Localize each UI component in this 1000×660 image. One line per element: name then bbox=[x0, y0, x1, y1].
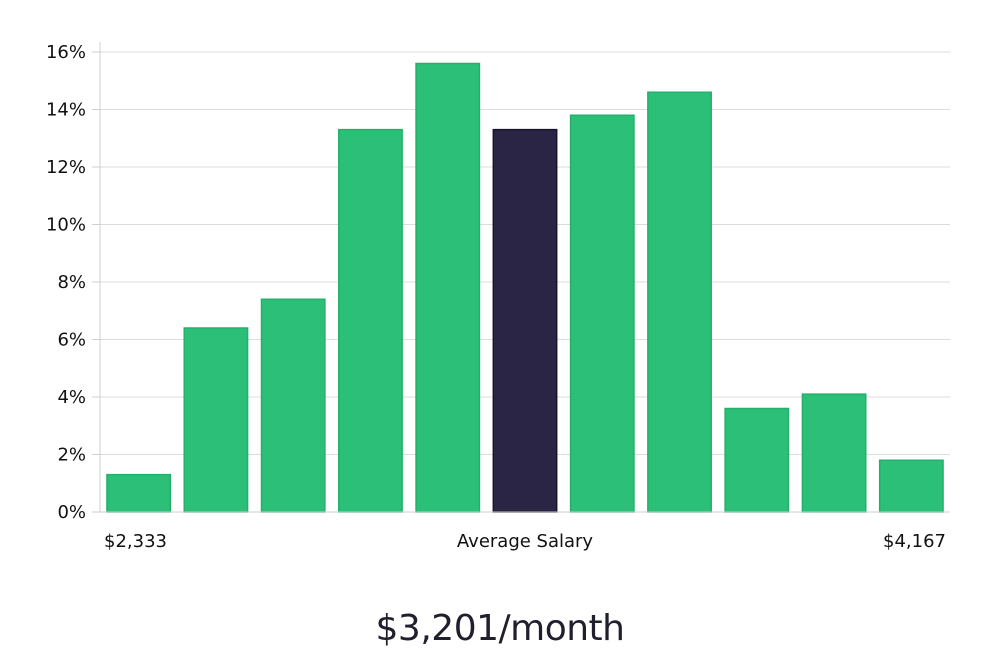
x-label-center: Average Salary bbox=[457, 531, 594, 552]
y-tick-label: 0% bbox=[57, 502, 86, 523]
bar bbox=[569, 114, 635, 513]
bar bbox=[183, 327, 249, 513]
bar bbox=[260, 298, 326, 513]
y-tick-label: 10% bbox=[46, 215, 86, 236]
y-tick-label: 12% bbox=[46, 157, 86, 178]
y-tick-label: 6% bbox=[57, 330, 86, 351]
bar bbox=[724, 407, 790, 513]
y-tick-label: 14% bbox=[46, 100, 86, 121]
bar bbox=[106, 473, 172, 513]
y-tick-label: 4% bbox=[57, 387, 86, 408]
y-axis-ticks: 0% 2% 4% 6% 8% 10% 12% 14% 16% bbox=[46, 42, 101, 523]
y-tick-label: 8% bbox=[57, 272, 86, 293]
bar bbox=[801, 393, 867, 513]
bar bbox=[647, 91, 712, 513]
bars bbox=[106, 62, 944, 513]
bar bbox=[415, 62, 481, 513]
x-label-max: $4,167 bbox=[883, 531, 946, 552]
x-label-min: $2,333 bbox=[104, 531, 167, 552]
bar bbox=[338, 128, 403, 513]
y-tick-label: 16% bbox=[46, 42, 86, 63]
salary-distribution-chart: 0% 2% 4% 6% 8% 10% 12% 14% 16% $2,333 Average Sa… bbox=[46, 42, 950, 552]
bar bbox=[878, 459, 944, 513]
y-tick-label: 2% bbox=[57, 445, 86, 466]
bar-highlighted bbox=[492, 128, 558, 513]
average-salary-value: $3,201/month bbox=[375, 608, 625, 649]
